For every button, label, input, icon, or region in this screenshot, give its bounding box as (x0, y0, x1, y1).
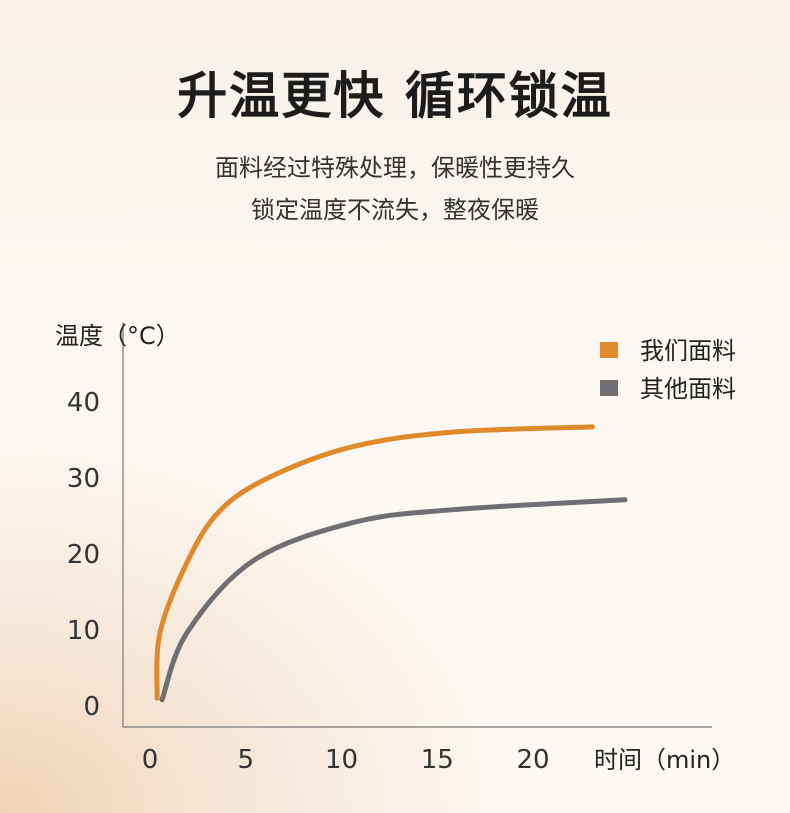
y-tick-label: 40 (67, 388, 100, 418)
y-tick-label: 0 (83, 692, 100, 722)
y-tick-label: 10 (67, 616, 100, 646)
legend-label: 其他面料 (640, 375, 736, 403)
legend-label: 我们面料 (640, 337, 736, 365)
x-tick-label: 20 (516, 745, 549, 775)
x-tick-label: 0 (142, 745, 159, 775)
subtitle-line-2: 锁定温度不流失，整夜保暖 (251, 196, 539, 224)
page-title: 升温更快 循环锁温 (177, 67, 613, 125)
x-tick-label: 5 (237, 745, 254, 775)
x-axis-label: 时间（min） (594, 746, 735, 774)
x-tick-label: 15 (421, 745, 454, 775)
x-tick-label: 10 (325, 745, 358, 775)
subtitle-line-1: 面料经过特殊处理，保暖性更持久 (215, 154, 575, 182)
legend-swatch (600, 380, 618, 396)
legend-swatch (600, 342, 618, 358)
y-axis-label: 温度（°C） (55, 322, 180, 350)
y-tick-label: 20 (67, 540, 100, 570)
series-line-our-fabric (154, 424, 595, 701)
series-line-other-fabric (159, 497, 628, 703)
y-tick-label: 30 (67, 464, 100, 494)
